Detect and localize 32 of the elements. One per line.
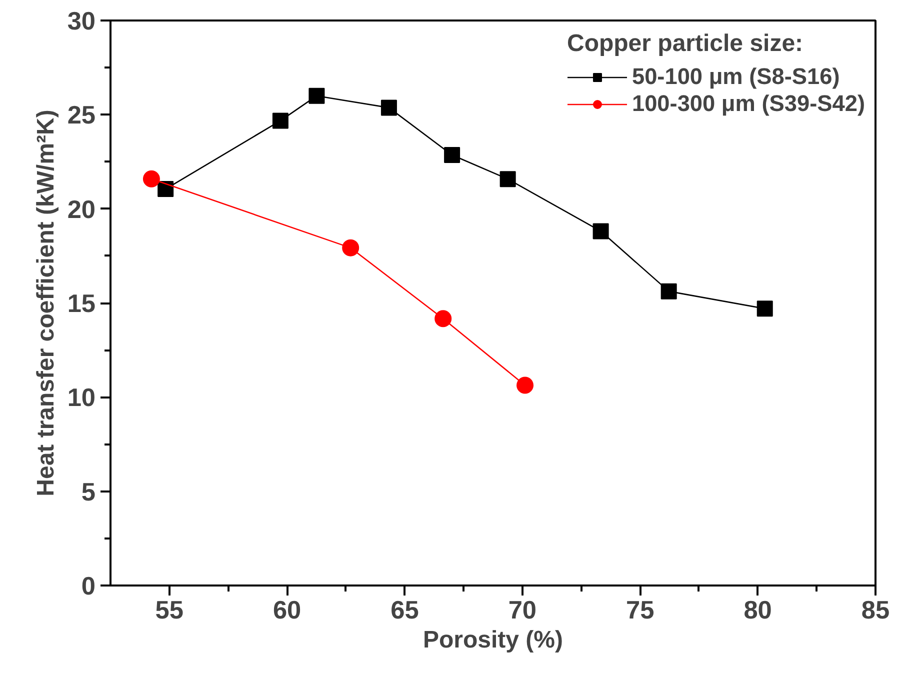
y-tick-label: 5 xyxy=(81,478,96,506)
point xyxy=(756,300,773,317)
point xyxy=(434,310,452,328)
y-axis-title: Heat transfer coefficient (kW/m²K) xyxy=(32,110,60,496)
y-tick-label: 25 xyxy=(67,102,96,130)
x-tick-label: 80 xyxy=(744,596,772,624)
x-tick-label: 55 xyxy=(155,596,184,624)
x-tick-label: 65 xyxy=(390,596,419,624)
x-axis-title: Porosity (%) xyxy=(422,626,564,654)
point xyxy=(592,223,609,240)
y-tick-label: 0 xyxy=(81,572,96,600)
y-tick-label: 15 xyxy=(67,290,96,318)
legend-title: Copper particle size: xyxy=(566,30,804,58)
point xyxy=(142,170,160,188)
x-tick-label: 75 xyxy=(626,596,654,624)
legend-label: 100-300 μm (S39-S42) xyxy=(632,90,865,117)
point xyxy=(158,181,174,198)
point xyxy=(380,100,397,116)
point xyxy=(660,283,677,300)
y-tick-label: 20 xyxy=(67,196,96,224)
legend-label: 50-100 μm (S8-S16) xyxy=(632,63,840,90)
x-tick-label: 70 xyxy=(508,596,537,624)
y-tick-label: 10 xyxy=(67,384,96,412)
point xyxy=(516,376,534,394)
point xyxy=(308,88,325,104)
y-tick-label: 30 xyxy=(67,8,96,36)
x-tick-label: 60 xyxy=(272,596,302,624)
point xyxy=(272,112,288,129)
point xyxy=(342,239,360,256)
x-tick-label: 85 xyxy=(861,596,890,624)
point xyxy=(444,146,460,163)
point xyxy=(500,171,516,188)
